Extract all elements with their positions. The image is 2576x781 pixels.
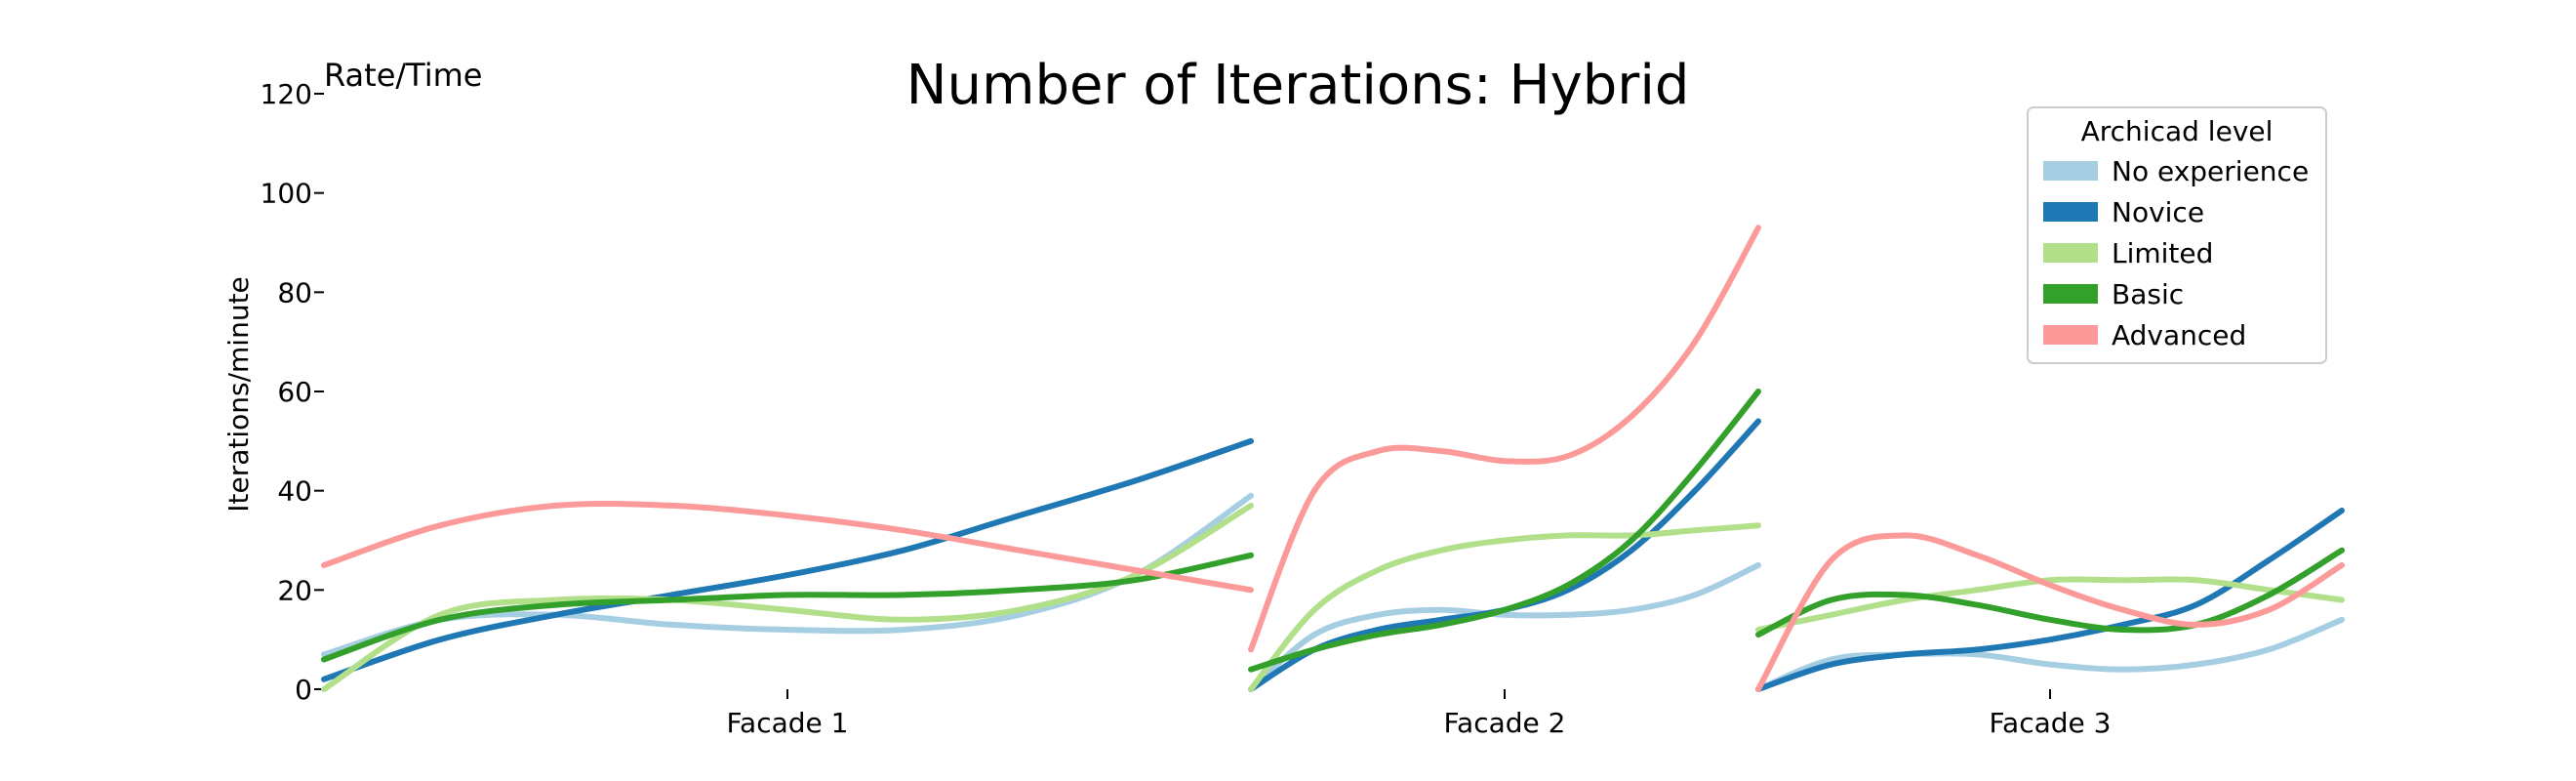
y-axis-label: Iterations/minute xyxy=(222,276,255,513)
legend-frame xyxy=(2027,106,2327,364)
series-line-limited-facade-3 xyxy=(1755,576,2345,633)
y-tick-label: 0 xyxy=(295,674,312,706)
chart-title: Number of Iterations: Hybrid xyxy=(906,54,1690,117)
x-tick-label: Facade 2 xyxy=(1444,707,1566,739)
legend-swatch-novice xyxy=(2043,202,2098,222)
legend-title: Archicad level xyxy=(2081,115,2274,147)
y-tick-label: 120 xyxy=(261,78,312,110)
y-tick-label: 40 xyxy=(277,475,312,508)
legend-label-advanced: Advanced xyxy=(2112,319,2246,351)
legend-items: No experience Novice Limited Basic Advanced xyxy=(2043,155,2309,351)
corner-label: Rate/Time xyxy=(324,57,482,94)
legend-label-limited: Limited xyxy=(2112,237,2213,269)
legend-swatch-limited xyxy=(2043,243,2098,263)
series-line-no-experience-facade-2 xyxy=(1248,561,1761,692)
series-line-advanced-facade-3 xyxy=(1755,532,2345,692)
panel-facade-1: Facade 1 xyxy=(321,437,1254,739)
y-axis: 0 20 40 60 80 100 120 xyxy=(261,78,324,706)
series-line-advanced-facade-1 xyxy=(321,500,1254,594)
series-line-novice-facade-1 xyxy=(321,437,1254,682)
x-tick-label: Facade 1 xyxy=(727,707,849,739)
x-tick-label: Facade 3 xyxy=(1990,707,2112,739)
series-line-no-experience-facade-3 xyxy=(1755,616,2345,692)
legend-label-basic: Basic xyxy=(2112,278,2184,310)
y-tick-label: 80 xyxy=(277,276,312,308)
series-line-basic-facade-1 xyxy=(321,552,1254,663)
legend-swatch-advanced xyxy=(2043,325,2098,345)
legend-swatch-no-experience xyxy=(2043,161,2098,181)
plot-panels: Facade 1 Facade 2 Facade 3 xyxy=(321,225,2345,739)
legend-label-novice: Novice xyxy=(2112,196,2204,228)
panel-facade-2: Facade 2 xyxy=(1248,225,1761,739)
legend-label-no-experience: No experience xyxy=(2112,155,2309,187)
legend: Archicad level No experience Novice Limite… xyxy=(2027,106,2327,364)
series-line-limited-facade-1 xyxy=(321,502,1254,692)
series-line-basic-facade-2 xyxy=(1248,389,1761,673)
series-line-novice-facade-3 xyxy=(1755,508,2345,692)
series-line-limited-facade-2 xyxy=(1248,522,1761,692)
series-line-basic-facade-3 xyxy=(1755,547,2345,638)
panel-facade-3: Facade 3 xyxy=(1755,508,2345,739)
y-tick-label: 20 xyxy=(277,574,312,606)
y-tick-label: 60 xyxy=(277,376,312,408)
series-line-advanced-facade-2 xyxy=(1248,225,1761,653)
legend-swatch-basic xyxy=(2043,284,2098,304)
y-tick-label: 100 xyxy=(261,178,312,210)
